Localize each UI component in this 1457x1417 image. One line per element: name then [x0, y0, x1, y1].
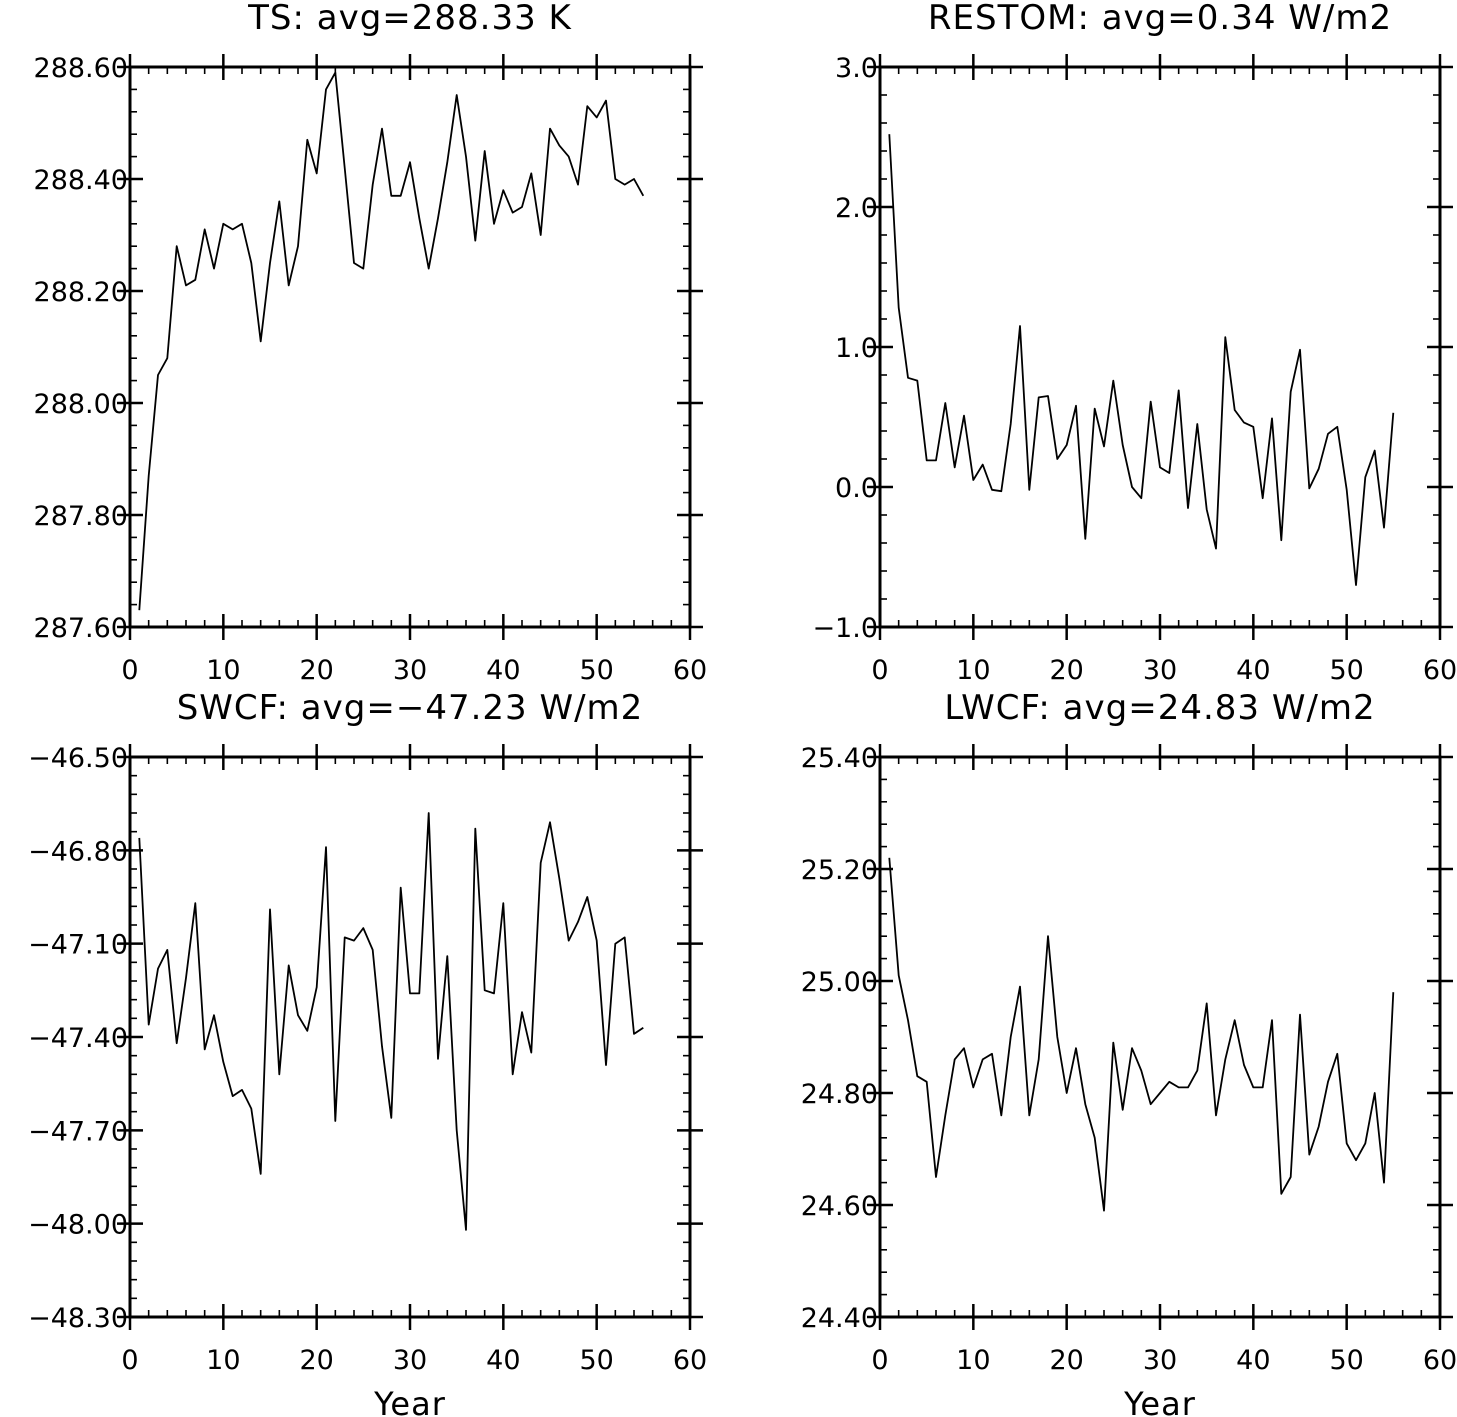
- plot-frame: [128, 755, 692, 1319]
- y-tick-label: 1.0: [835, 333, 878, 364]
- x-tick-label: 0: [871, 1345, 888, 1376]
- y-tick-label: 2.0: [835, 193, 878, 224]
- y-tick-label: −46.50: [28, 743, 128, 774]
- x-tick-label: 10: [206, 1345, 240, 1376]
- series-line: [888, 134, 1395, 586]
- panel-ts: TS: avg=288.33 K 0 10 20 30 40 50 60 287.60 287.…: [34, 0, 708, 686]
- x-tick-label: 0: [121, 1345, 138, 1376]
- panel-restom: RESTOM: avg=0.34 W/m2 0 10 20 30 40 50 60−1.00…: [812, 0, 1457, 686]
- chart-title: TS: avg=288.33 K: [247, 0, 572, 38]
- x-tick-label: 40: [1236, 655, 1270, 686]
- y-tick-label: 25.20: [801, 855, 878, 886]
- x-axis-label: Year: [1123, 1385, 1196, 1417]
- y-tick-label: 3.0: [835, 53, 878, 84]
- y-tick-label: 288.60: [34, 53, 128, 84]
- y-tick-label: 288.40: [34, 165, 128, 196]
- y-tick-label: −48.30: [28, 1303, 128, 1334]
- axes: 0 10 20 30 40 50 60 287.60 287.80 288.00 288.20 288…: [34, 53, 708, 686]
- x-tick-label: 0: [871, 655, 888, 686]
- x-tick-label: 50: [1329, 1345, 1363, 1376]
- y-tick-label: 0.0: [835, 473, 878, 504]
- chart-title: RESTOM: avg=0.34 W/m2: [928, 0, 1392, 38]
- x-tick-label: 60: [673, 1345, 707, 1376]
- x-tick-label: 40: [486, 655, 520, 686]
- x-tick-label: 10: [206, 655, 240, 686]
- x-tick-label: 50: [579, 655, 613, 686]
- axes: 0 10 20 30 40 50 60 −48.30 −48.00 −47.70 −47.40 −47…: [28, 743, 707, 1376]
- x-tick-label: 30: [1143, 655, 1177, 686]
- plot-frame: [128, 65, 692, 629]
- panel-swcf: SWCF: avg=−47.23 W/m2 0 10 20 30 40 50 60 −48.3…: [28, 688, 707, 1417]
- x-tick-label: 50: [579, 1345, 613, 1376]
- x-tick-label: 60: [673, 655, 707, 686]
- x-tick-label: 30: [393, 655, 427, 686]
- plot-frame: [878, 65, 1442, 629]
- chart-title: SWCF: avg=−47.23 W/m2: [177, 688, 644, 728]
- x-tick-label: 0: [121, 655, 138, 686]
- x-tick-label: 20: [1049, 1345, 1083, 1376]
- series-line: [138, 812, 644, 1231]
- plot-frame: [878, 755, 1442, 1319]
- x-tick-label: 60: [1423, 655, 1457, 686]
- y-tick-label: 25.00: [801, 967, 878, 998]
- x-tick-label: 40: [1236, 1345, 1270, 1376]
- y-tick-label: −47.10: [28, 930, 128, 961]
- y-tick-label: −47.70: [28, 1116, 128, 1147]
- y-tick-label: 287.60: [34, 613, 128, 644]
- x-tick-label: 50: [1329, 655, 1363, 686]
- axes: 0 10 20 30 40 50 60 24.40 24.60 24.80 25.00 25.20 25…: [801, 743, 1457, 1376]
- x-tick-label: 60: [1423, 1345, 1457, 1376]
- axes: 0 10 20 30 40 50 60 −1.0 0.0 1.0 2.0 3.0: [812, 53, 1457, 686]
- series-line: [888, 857, 1395, 1212]
- y-tick-label: 24.60: [801, 1191, 878, 1222]
- y-tick-label: 24.40: [801, 1303, 878, 1334]
- x-tick-label: 10: [956, 1345, 990, 1376]
- y-tick-label: 288.00: [34, 389, 128, 420]
- chart-title: LWCF: avg=24.83 W/m2: [944, 688, 1375, 728]
- y-tick-label: −46.80: [28, 836, 128, 867]
- y-tick-label: −48.00: [28, 1210, 128, 1241]
- y-tick-label: −47.40: [28, 1023, 128, 1054]
- x-tick-label: 10: [956, 655, 990, 686]
- x-tick-label: 20: [1049, 655, 1083, 686]
- x-tick-label: 30: [1143, 1345, 1177, 1376]
- x-tick-label: 20: [299, 655, 333, 686]
- series-line: [138, 71, 645, 611]
- x-axis-label: Year: [373, 1385, 446, 1417]
- y-tick-label: 287.80: [34, 501, 128, 532]
- panel-lwcf: LWCF: avg=24.83 W/m2 0 10 20 30 40 50 60 24.40 2…: [801, 688, 1457, 1417]
- y-tick-label: 288.20: [34, 277, 128, 308]
- x-tick-label: 30: [393, 1345, 427, 1376]
- x-tick-label: 40: [486, 1345, 520, 1376]
- y-tick-label: 24.80: [801, 1079, 878, 1110]
- y-tick-label: −1.0: [812, 613, 878, 644]
- y-tick-label: 25.40: [801, 743, 878, 774]
- x-tick-label: 20: [299, 1345, 333, 1376]
